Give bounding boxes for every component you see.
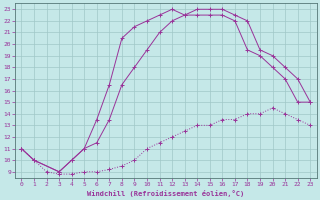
X-axis label: Windchill (Refroidissement éolien,°C): Windchill (Refroidissement éolien,°C) — [87, 190, 244, 197]
